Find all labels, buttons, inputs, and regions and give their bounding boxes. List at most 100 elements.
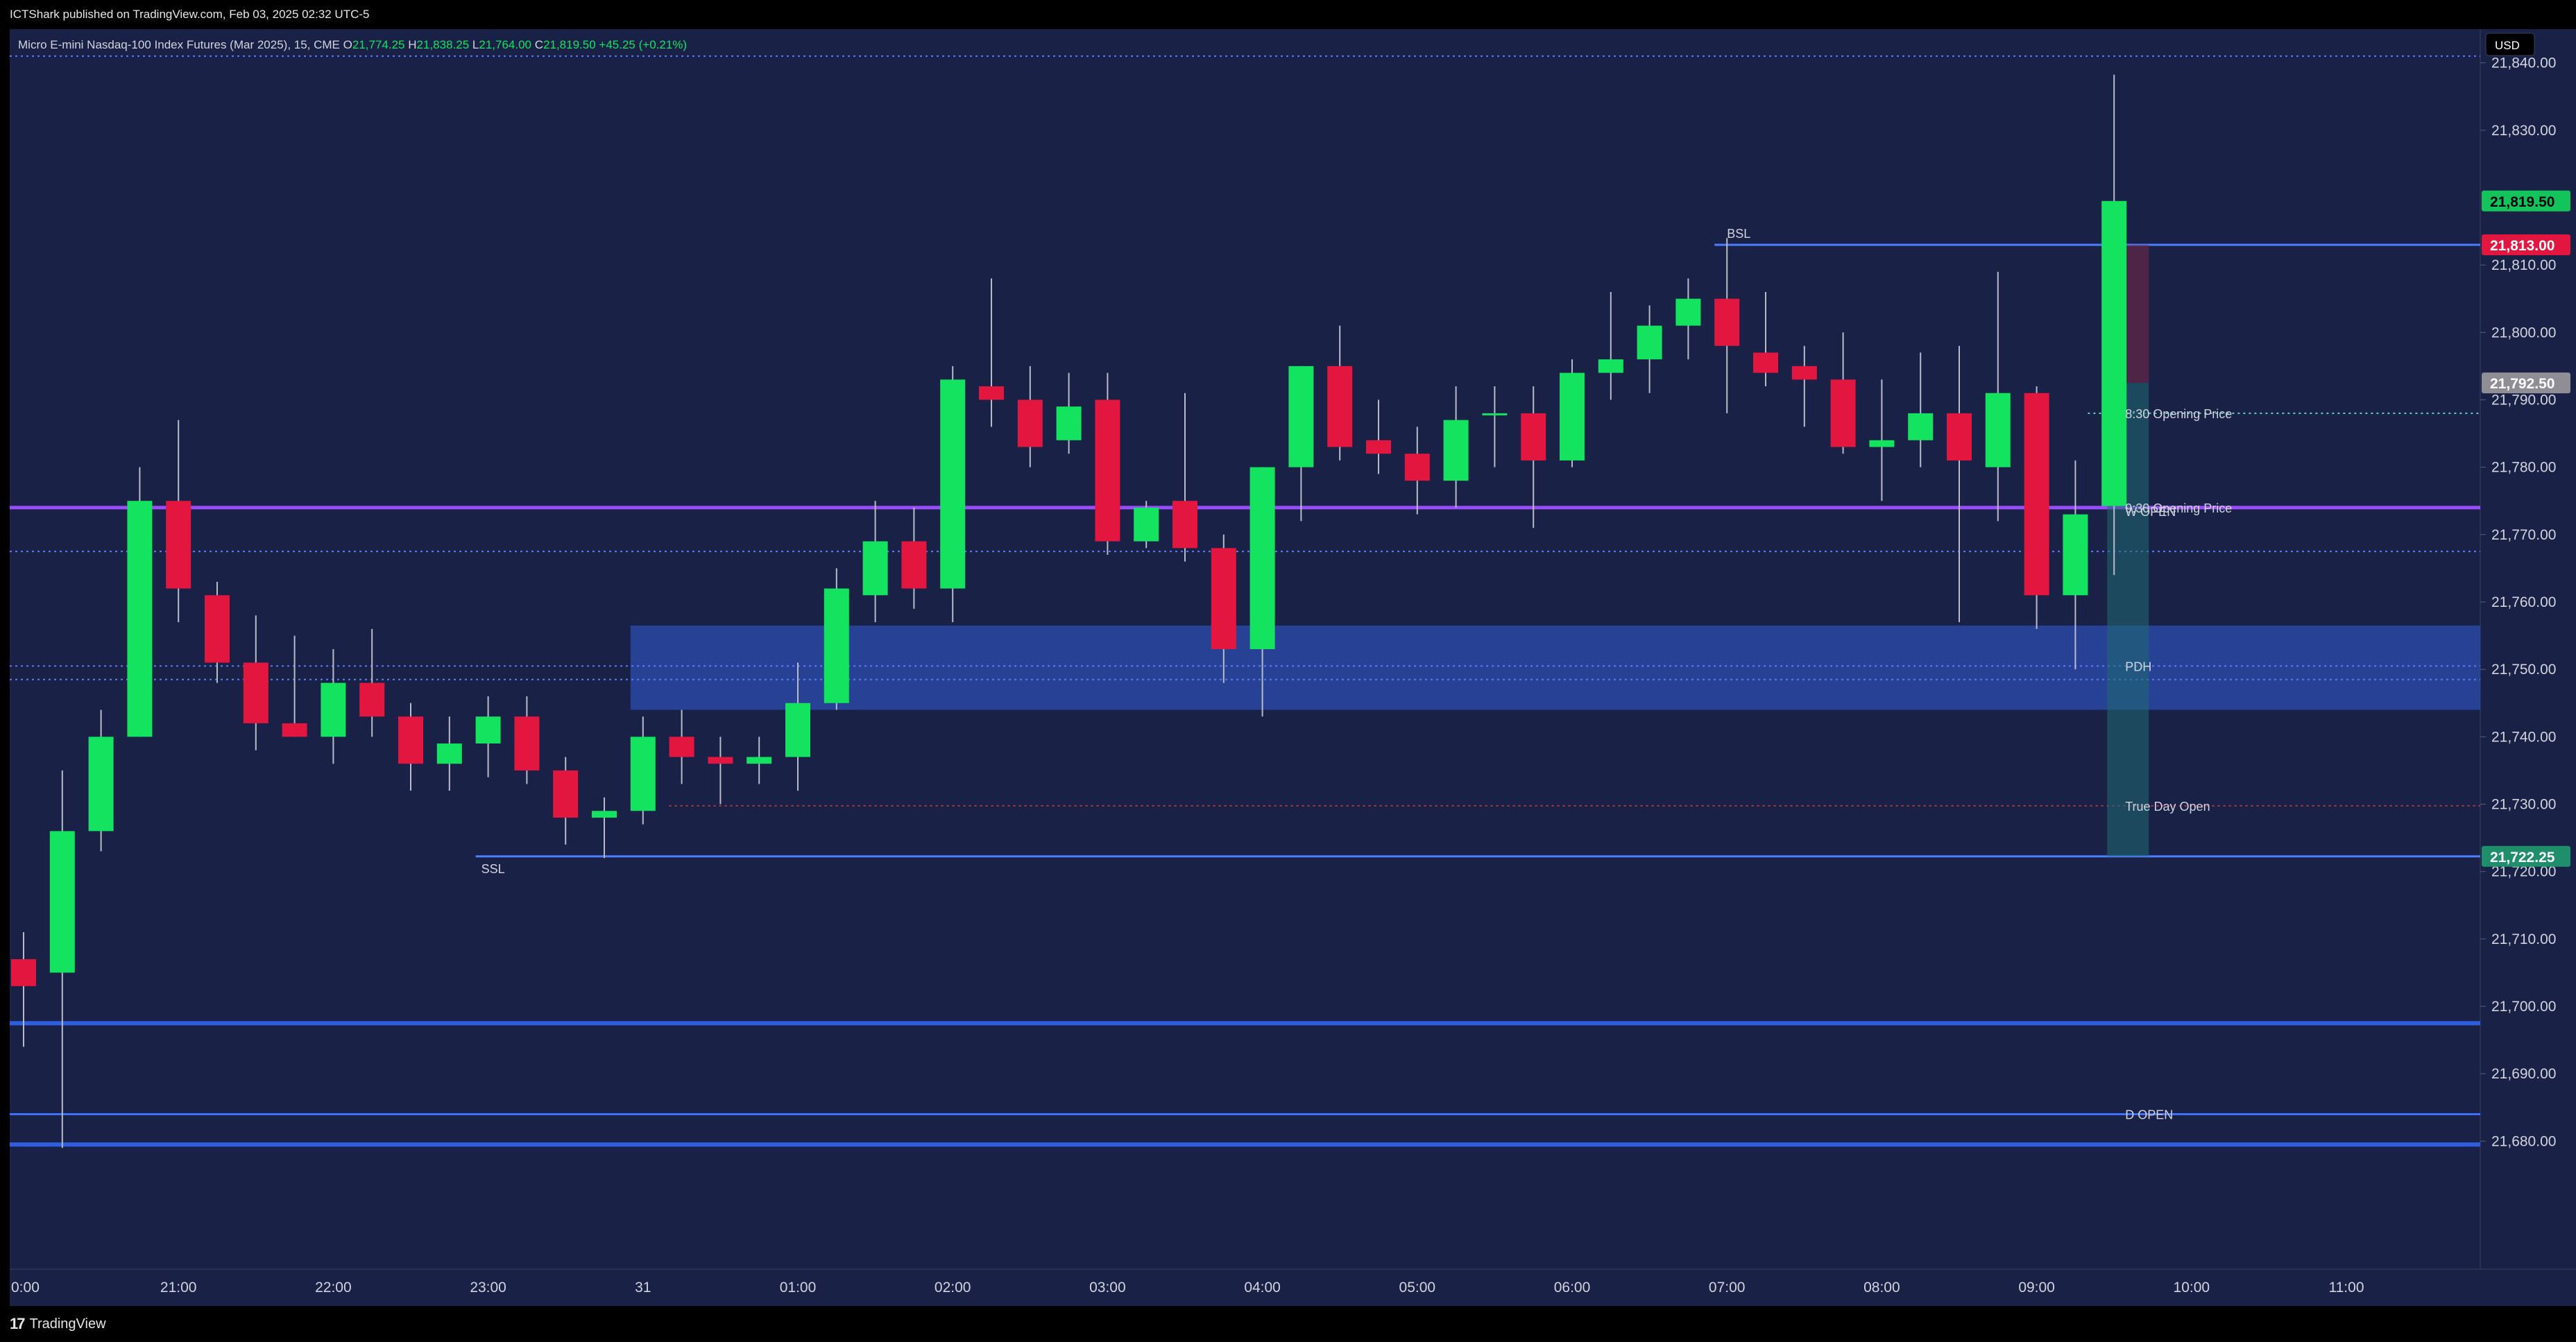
legend-c-value: 21,819.50 xyxy=(543,38,596,51)
candle-body[interactable] xyxy=(979,386,1004,400)
candle-body[interactable] xyxy=(2024,393,2049,596)
price-tag-label: 21,813.00 xyxy=(2490,238,2554,254)
candle-body[interactable] xyxy=(940,379,966,589)
y-tick-label: 21,810.00 xyxy=(2491,257,2556,273)
candle-body[interactable] xyxy=(2063,514,2088,596)
candle-body[interactable] xyxy=(592,811,617,818)
level-label-SSL: SSL xyxy=(481,862,505,876)
candle-body[interactable] xyxy=(747,757,772,764)
legend-o-value: 21,774.25 xyxy=(352,38,405,51)
candle-body[interactable] xyxy=(205,595,230,663)
y-tick-label: 21,690.00 xyxy=(2491,1066,2556,1082)
x-tick-label: 01:00 xyxy=(780,1280,817,1296)
candle-body[interactable] xyxy=(1830,379,1856,447)
candle-body[interactable] xyxy=(1288,365,1314,467)
y-tick-label: 21,770.00 xyxy=(2491,527,2556,543)
price-tag-label: 21,819.50 xyxy=(2490,194,2554,210)
candle-body[interactable] xyxy=(1017,399,1043,447)
candle-body[interactable] xyxy=(1985,393,2011,467)
candle-body[interactable] xyxy=(1211,548,1236,649)
candle-body[interactable] xyxy=(1327,365,1353,447)
candle-body[interactable] xyxy=(88,737,114,832)
candle-body[interactable] xyxy=(824,588,849,703)
x-tick-label: 21:00 xyxy=(160,1280,197,1296)
price-axis[interactable] xyxy=(2480,29,2576,1269)
y-tick-label: 21,800.00 xyxy=(2491,325,2556,341)
price-tag xyxy=(2482,234,2570,255)
candle-body[interactable] xyxy=(1482,413,1508,415)
candle-body[interactable] xyxy=(630,737,656,811)
candle-body[interactable] xyxy=(1404,454,1430,481)
candle-body[interactable] xyxy=(321,682,346,737)
candle-body[interactable] xyxy=(11,959,36,986)
candle-body[interactable] xyxy=(1598,359,1623,373)
legend-l-value: 21,764.00 xyxy=(479,38,531,51)
time-axis[interactable] xyxy=(10,1269,2576,1306)
level-label-pdh: PDH xyxy=(2125,660,2151,673)
x-tick-label: 04:00 xyxy=(1244,1280,1281,1296)
y-tick-label: 21,780.00 xyxy=(2491,460,2556,476)
candle-body[interactable] xyxy=(359,682,385,717)
price-tag xyxy=(2482,845,2570,867)
candle-body[interactable] xyxy=(1443,420,1469,481)
x-tick-label: 31 xyxy=(635,1280,651,1296)
candle-body[interactable] xyxy=(1095,399,1120,542)
candle-body[interactable] xyxy=(1134,507,1159,542)
x-tick-label: 23:00 xyxy=(470,1280,506,1296)
order-block-zone xyxy=(630,625,2480,710)
candle-body[interactable] xyxy=(669,737,694,757)
candle-body[interactable] xyxy=(1908,413,1934,440)
currency-label: USD xyxy=(2495,39,2520,52)
x-tick-label: 02:00 xyxy=(935,1280,971,1296)
candle-body[interactable] xyxy=(282,723,307,737)
candle-body[interactable] xyxy=(49,831,75,973)
candle-body[interactable] xyxy=(1637,325,1662,360)
candle-body[interactable] xyxy=(1056,406,1082,440)
x-tick-label: 05:00 xyxy=(1399,1280,1436,1296)
candle-body[interactable] xyxy=(2101,200,2127,506)
candle-body[interactable] xyxy=(1753,352,1778,373)
candle-body[interactable] xyxy=(475,716,501,744)
legend-change: +45.25 (+0.21%) xyxy=(599,38,687,51)
ohlc-legend: Micro E-mini Nasdaq-100 Index Futures (M… xyxy=(18,38,687,51)
level-label-true-day-open: True Day Open xyxy=(2125,800,2210,814)
footer-brand: TradingView xyxy=(29,1316,106,1332)
y-tick-label: 21,720.00 xyxy=(2491,864,2556,880)
candle-body[interactable] xyxy=(1675,298,1701,326)
candle-body[interactable] xyxy=(1249,467,1275,649)
candle-body[interactable] xyxy=(901,541,927,589)
candle-body[interactable] xyxy=(1791,365,1817,380)
candle-body[interactable] xyxy=(166,501,191,589)
candlestick-chart[interactable]: BSL SSL 8:30 Opening Price 9:30 Opening Pri… xyxy=(0,0,2576,1306)
candle-body[interactable] xyxy=(1947,413,1972,461)
candle-body[interactable] xyxy=(1521,413,1546,461)
x-tick-label: 09:00 xyxy=(2018,1280,2055,1296)
currency-box[interactable] xyxy=(2485,33,2535,56)
candle-body[interactable] xyxy=(1560,372,1585,461)
price-tag xyxy=(2482,190,2570,212)
candle-body[interactable] xyxy=(862,541,888,596)
level-label-w-open: W OPEN xyxy=(2125,505,2176,519)
y-tick-label: 21,730.00 xyxy=(2491,797,2556,813)
candle-body[interactable] xyxy=(127,501,153,737)
level-label-opening: 8:30 Opening Price xyxy=(2125,407,2232,421)
candle-body[interactable] xyxy=(1172,501,1197,549)
legend-h-value: 21,838.25 xyxy=(417,38,470,51)
level-label-BSL: BSL xyxy=(1727,227,1750,241)
candle-body[interactable] xyxy=(398,716,423,764)
candle-body[interactable] xyxy=(553,770,579,818)
candle-body[interactable] xyxy=(708,757,733,764)
candle-body[interactable] xyxy=(1714,298,1740,346)
candle-body[interactable] xyxy=(514,716,540,771)
x-tick-label: 08:00 xyxy=(1863,1280,1900,1296)
candle-body[interactable] xyxy=(785,703,810,757)
candle-body[interactable] xyxy=(1366,440,1391,454)
x-tick-label: 0:00 xyxy=(11,1280,40,1296)
candle-body[interactable] xyxy=(436,743,462,764)
candle-body[interactable] xyxy=(243,662,268,723)
level-label-d-open: D OPEN xyxy=(2125,1108,2173,1122)
y-tick-label: 21,710.00 xyxy=(2491,931,2556,947)
footer-bar: 17 TradingView xyxy=(0,1306,2576,1342)
candle-body[interactable] xyxy=(1869,440,1895,447)
